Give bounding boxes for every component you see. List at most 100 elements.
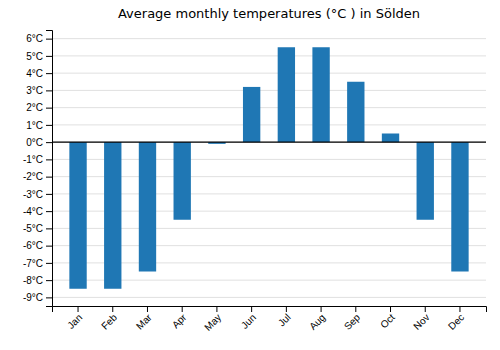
y-tick-mark — [46, 108, 52, 109]
x-tick: Apr — [170, 306, 189, 330]
x-tick-mark — [147, 306, 148, 312]
y-tick: 0°C — [26, 137, 52, 148]
bar — [347, 82, 364, 142]
x-tick-label: Mar — [134, 311, 154, 331]
y-tick-mark — [46, 246, 52, 247]
bar — [278, 47, 295, 142]
y-tick-mark — [46, 159, 52, 160]
y-tick-mark — [46, 142, 52, 143]
x-tick: Jan — [65, 306, 84, 331]
bar — [243, 87, 260, 142]
x-tick-mark — [390, 306, 391, 312]
x-tick: Jul — [276, 306, 293, 328]
x-tick-label: Jun — [239, 312, 258, 331]
grid-line — [52, 55, 486, 56]
x-tick: Aug — [307, 306, 327, 332]
x-tick-mark — [355, 306, 356, 312]
y-tick-mark — [46, 211, 52, 212]
y-tick-mark — [46, 228, 52, 229]
x-tick-mark — [425, 306, 426, 312]
bar — [312, 47, 329, 142]
grid — [52, 39, 486, 298]
y-tick: 4°C — [26, 68, 52, 79]
x-tick: Sep — [342, 306, 363, 332]
x-tick-label: Sep — [342, 311, 363, 332]
x-tick: Feb — [99, 306, 119, 332]
y-tick: 5°C — [26, 51, 52, 62]
chart-container: -9°C-8°C-7°C-6°C-5°C-4°C-3°C-2°C-1°C0°C1… — [0, 0, 500, 350]
y-tick: 2°C — [26, 102, 52, 113]
x-tick: Oct — [378, 306, 397, 330]
x-tick-mark — [216, 306, 217, 312]
y-tick-label: 6°C — [26, 33, 43, 44]
y-tick-label: -1°C — [23, 154, 43, 165]
x-tick-label: Dec — [446, 312, 466, 332]
y-axis: -9°C-8°C-7°C-6°C-5°C-4°C-3°C-2°C-1°C0°C1… — [23, 31, 53, 307]
x-tick: Dec — [446, 306, 466, 332]
bar — [382, 134, 399, 143]
y-tick-label: 5°C — [26, 51, 43, 62]
y-tick: 3°C — [26, 85, 52, 96]
x-tick-mark — [112, 306, 113, 312]
bar — [451, 142, 468, 271]
y-tick: -1°C — [23, 154, 52, 165]
y-tick-label: -5°C — [23, 223, 43, 234]
bars — [69, 47, 468, 289]
bar — [139, 142, 156, 271]
y-tick: -6°C — [23, 240, 52, 251]
zero-line — [52, 142, 486, 143]
y-tick-label: 2°C — [26, 102, 43, 113]
bar — [417, 142, 434, 220]
x-tick-mark — [459, 306, 460, 312]
y-tick: -2°C — [23, 171, 52, 182]
x-tick-label: May — [202, 312, 223, 333]
y-tick: -5°C — [23, 223, 52, 234]
x-tick-mark — [251, 306, 252, 312]
y-tick-mark — [46, 90, 52, 91]
y-tick-mark — [46, 125, 52, 126]
bar — [174, 142, 191, 220]
y-tick-mark — [46, 56, 52, 57]
x-axis: Jan Feb Mar Apr May Jun Jul Aug Sep Oct Nov Dec — [53, 306, 487, 333]
y-tick-label: -8°C — [23, 275, 43, 286]
y-tick-mark — [46, 280, 52, 281]
y-tick-label: 1°C — [26, 120, 43, 131]
x-tick: May — [202, 306, 223, 333]
x-tick: Jun — [239, 306, 258, 331]
x-tick-mark — [321, 306, 322, 312]
y-tick-mark — [46, 39, 52, 40]
y-tick-mark — [46, 297, 52, 298]
x-tick-mark — [182, 306, 183, 312]
y-tick-mark — [46, 73, 52, 74]
grid-line — [52, 142, 486, 143]
y-tick-label: 0°C — [26, 137, 43, 148]
y-tick: -7°C — [23, 258, 52, 269]
y-tick-label: -7°C — [23, 258, 43, 269]
y-tick-mark — [46, 177, 52, 178]
y-tick: -8°C — [23, 275, 52, 286]
chart-svg: -9°C-8°C-7°C-6°C-5°C-4°C-3°C-2°C-1°C0°C1… — [0, 0, 500, 350]
title: Average monthly temperatures (°C ) in Sö… — [118, 6, 420, 21]
x-tick: Nov — [411, 306, 431, 332]
y-tick-label: 4°C — [26, 68, 43, 79]
y-tick-mark — [46, 194, 52, 195]
x-tick-mark — [78, 306, 79, 312]
x-tick-label: Apr — [170, 311, 189, 330]
y-tick-label: -3°C — [23, 189, 43, 200]
x-tick-label: Nov — [411, 312, 431, 332]
y-tick: 6°C — [26, 33, 52, 44]
y-tick-label: -6°C — [23, 240, 43, 251]
y-tick: -4°C — [23, 206, 52, 217]
bar — [104, 142, 121, 289]
x-tick-label: Feb — [99, 311, 119, 331]
x-tick-label: Aug — [307, 312, 327, 332]
x-axis-line — [53, 307, 487, 313]
grid-line — [52, 90, 486, 91]
y-tick-label: 3°C — [26, 85, 43, 96]
x-tick-label: Jul — [276, 312, 293, 329]
grid-line — [52, 124, 486, 125]
x-tick: Mar — [134, 306, 154, 332]
y-tick: 1°C — [26, 120, 52, 131]
y-axis-line — [46, 31, 53, 307]
grid-line — [52, 107, 486, 108]
